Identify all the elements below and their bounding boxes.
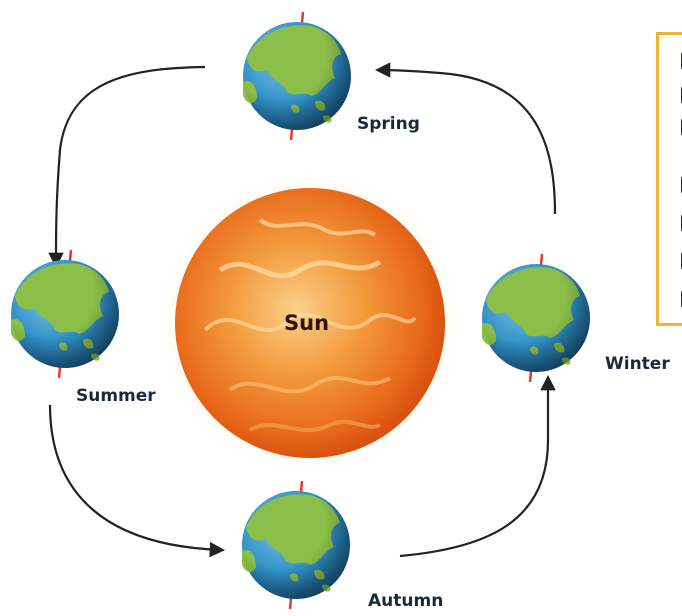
sun-label: Sun bbox=[284, 311, 330, 335]
orbit-arrow-summer-to-autumn bbox=[48, 404, 226, 558]
earth-autumn bbox=[240, 479, 352, 611]
sun bbox=[155, 168, 465, 478]
orbit-arrow-autumn-to-winter bbox=[399, 374, 556, 558]
note-box bbox=[656, 32, 682, 326]
earth-winter bbox=[480, 252, 592, 384]
season-label-summer: Summer bbox=[76, 386, 156, 406]
orbit-arrow-spring-to-summer bbox=[48, 65, 206, 269]
earth-spring bbox=[241, 10, 353, 142]
season-label-spring: Spring bbox=[357, 114, 420, 134]
orbit-arrow-winter-to-spring bbox=[374, 62, 557, 215]
earth-summer bbox=[9, 248, 121, 380]
season-label-winter: Winter bbox=[605, 354, 670, 374]
season-label-autumn: Autumn bbox=[368, 591, 444, 611]
